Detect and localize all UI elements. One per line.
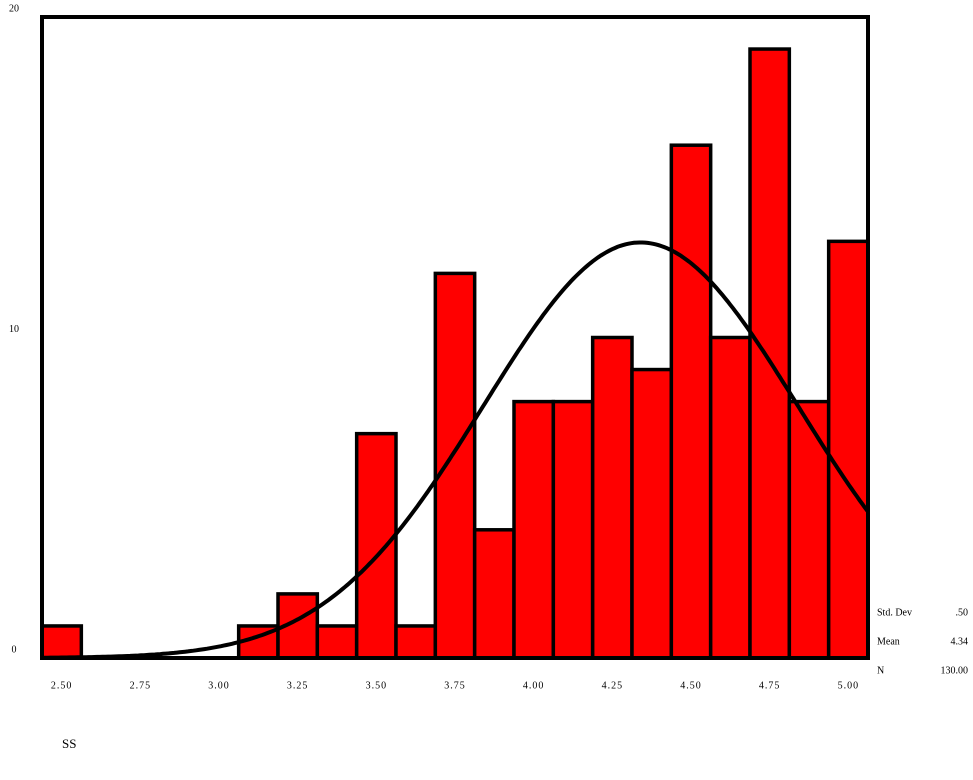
x-tick-label: 3.50 [366,680,388,691]
bar [514,402,553,658]
stat-name: Mean [877,636,900,647]
stat-name: N [877,665,884,676]
bar [435,273,474,658]
bar [789,402,828,658]
chart: SS 0 10 20 2.50 2.75 3.00 3.25 3.50 3.75 4.00 4.25… [0,0,973,780]
bar [593,338,632,659]
bar [396,626,435,658]
bar [475,530,514,658]
bar [553,402,592,658]
x-tick-label: 3.75 [444,680,466,691]
x-tick-label: 5.00 [838,680,860,691]
stat-name: Std. Dev [877,607,912,618]
y-tick-label: 10 [9,324,19,335]
bar [711,338,750,659]
stat-value: 4.34 [951,636,969,647]
x-tick-label: 4.00 [523,680,545,691]
x-axis-label: SS [62,736,76,751]
y-tick-label: 20 [9,3,19,14]
x-tick-label: 2.75 [130,680,152,691]
stat-value: 130.00 [941,665,969,676]
x-tick-label: 3.00 [208,680,230,691]
x-tick-label: 4.50 [680,680,702,691]
bar [750,49,789,658]
y-tick-label: 0 [12,644,17,655]
x-tick-label: 3.25 [287,680,309,691]
bar [632,370,671,658]
x-tick-label: 4.25 [602,680,624,691]
bar [42,626,81,658]
stat-value: .50 [956,607,969,618]
x-tick-label: 4.75 [759,680,781,691]
bar [317,626,356,658]
bar [357,434,396,658]
bar [671,145,710,658]
x-tick-label: 2.50 [51,680,73,691]
bar [829,241,868,658]
